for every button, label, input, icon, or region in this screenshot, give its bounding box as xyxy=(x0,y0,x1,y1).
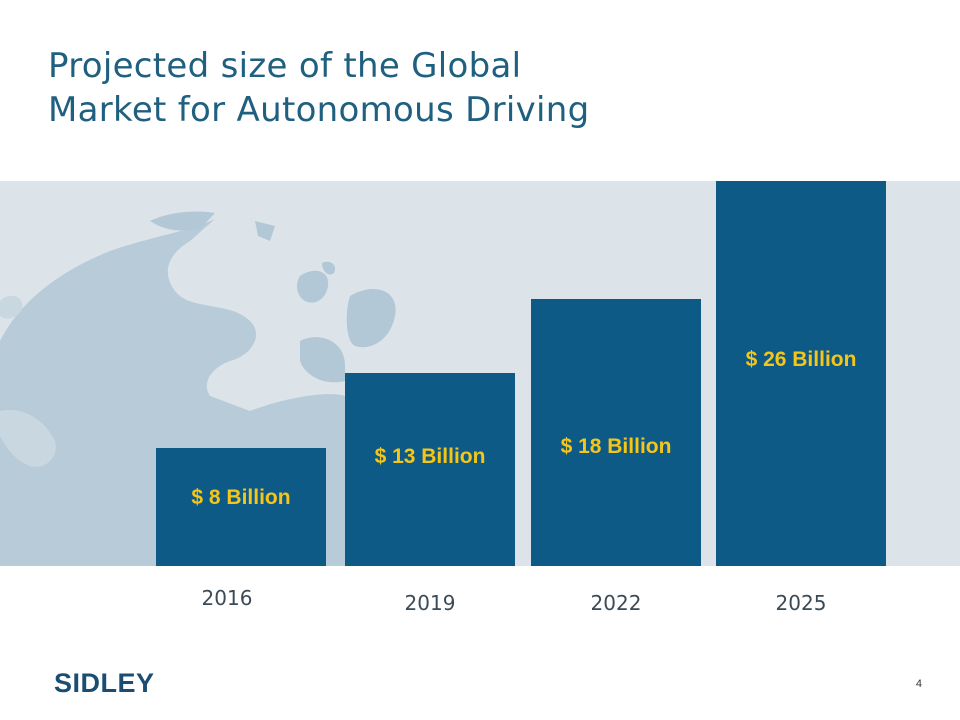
slide-title-line-2: Market for Autonomous Driving xyxy=(48,90,590,130)
x-tick-label: 2016 xyxy=(201,586,253,610)
x-tick-label: 2019 xyxy=(404,591,456,615)
bar-value-label: $ 13 Billion xyxy=(374,445,486,468)
bar-2019: $ 13 Billion xyxy=(345,373,515,566)
bar-value-label: $ 8 Billion xyxy=(191,486,291,509)
sidley-logo: SIDLEY xyxy=(54,668,155,698)
x-tick-label: 2025 xyxy=(775,591,827,615)
bar-2022: $ 18 Billion xyxy=(531,299,701,566)
slide-title-line-1: Projected size of the Global xyxy=(48,46,522,86)
bar-2016: $ 8 Billion xyxy=(156,448,326,566)
page-number: 4 xyxy=(915,678,922,690)
slide-title: Projected size of the Global Market for … xyxy=(48,44,590,132)
bar-2025: $ 26 Billion xyxy=(716,181,886,566)
chart-area: $ 8 Billion $ 13 Billion $ 18 Billion $ 26 … xyxy=(0,181,960,566)
x-tick-label: 2022 xyxy=(590,591,642,615)
bar-value-label: $ 18 Billion xyxy=(560,435,672,458)
bar-value-label: $ 26 Billion xyxy=(745,348,857,371)
